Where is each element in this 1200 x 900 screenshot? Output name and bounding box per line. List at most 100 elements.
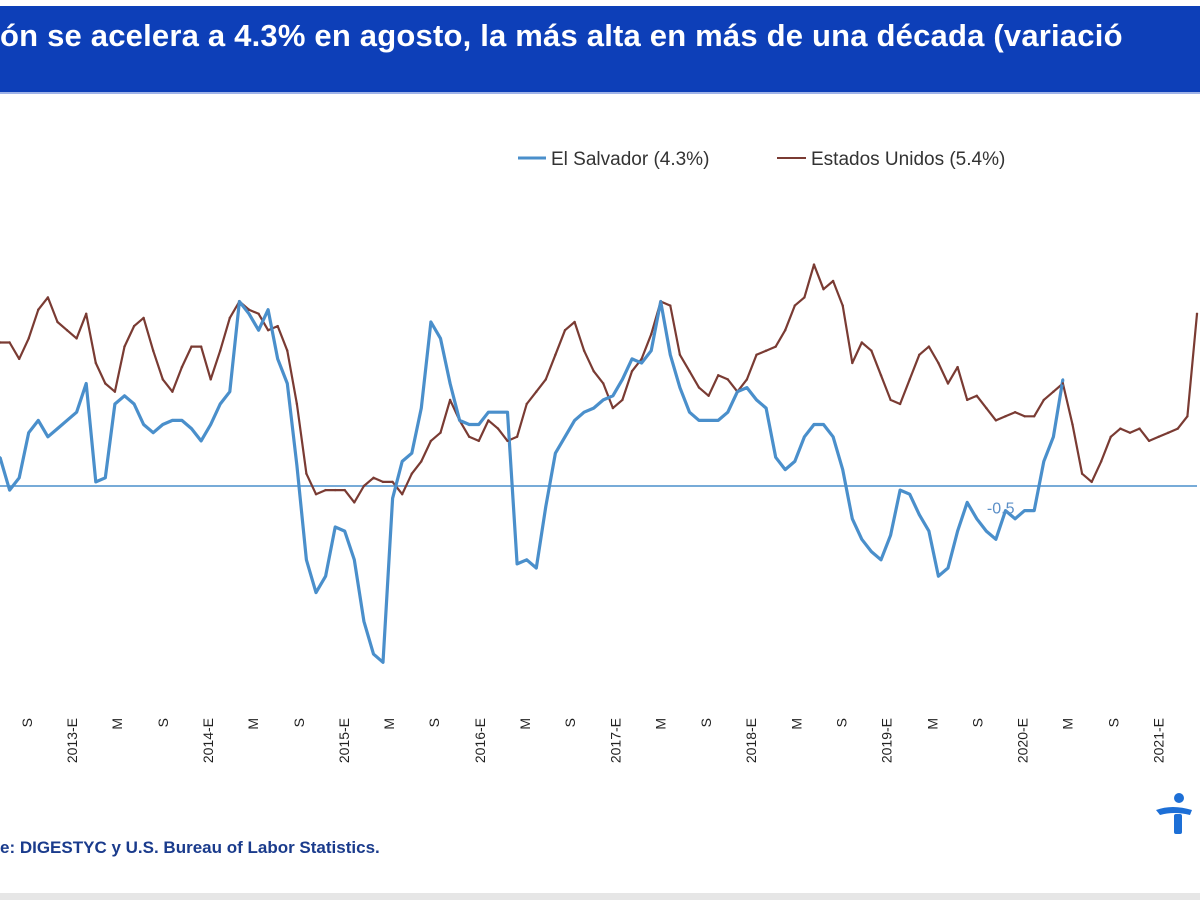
data-point-estados-unidos-115 (1100, 460, 1103, 463)
data-point-estados-unidos-8 (75, 337, 78, 340)
x-tick-label-3: S (155, 718, 171, 727)
data-point-estados-unidos-14 (132, 324, 136, 328)
data-point-estados-unidos-72 (688, 370, 691, 373)
data-point-estados-unidos-87 (831, 279, 835, 283)
data-point-estados-unidos-3 (27, 337, 30, 340)
data-point-estados-unidos-116 (1109, 435, 1113, 438)
data-point-el-salvador-13 (123, 394, 126, 397)
data-point-el-salvador-99 (946, 566, 950, 570)
x-tick-label-15: S (698, 718, 714, 727)
series-line-el-salvador (0, 299, 1065, 664)
data-point-estados-unidos-39 (372, 476, 375, 479)
data-point-el-salvador-48 (458, 419, 461, 422)
x-tick-label-6: S (291, 718, 307, 727)
annotation-0: -0.5 (987, 501, 1015, 518)
data-point-estados-unidos-17 (161, 378, 164, 381)
data-point-estados-unidos-36 (343, 488, 346, 492)
data-point-el-salvador-69 (659, 300, 662, 303)
data-point-estados-unidos-61 (582, 349, 586, 352)
data-point-el-salvador-61 (582, 411, 586, 414)
data-point-estados-unidos-5 (46, 296, 50, 299)
data-point-estados-unidos-92 (879, 374, 883, 377)
data-point-el-salvador-6 (56, 427, 59, 430)
data-point-estados-unidos-31 (295, 402, 299, 406)
data-point-estados-unidos-75 (717, 374, 720, 377)
data-point-el-salvador-28 (266, 308, 270, 311)
data-point-estados-unidos-86 (822, 288, 825, 291)
series-line-estados-unidos (0, 263, 1199, 504)
data-point-estados-unidos-91 (870, 349, 873, 352)
data-point-el-salvador-29 (276, 357, 279, 361)
data-point-estados-unidos-37 (353, 501, 356, 504)
data-point-el-salvador-107 (1023, 509, 1026, 512)
data-point-el-salvador-59 (563, 435, 567, 438)
data-point-el-salvador-21 (199, 439, 203, 443)
data-point-estados-unidos-21 (199, 345, 203, 348)
data-point-estados-unidos-104 (994, 419, 998, 422)
data-point-el-salvador-45 (429, 320, 433, 324)
data-point-el-salvador-88 (841, 468, 844, 471)
x-tick-label-11: M (517, 718, 533, 730)
data-point-estados-unidos-60 (573, 320, 576, 324)
data-point-el-salvador-63 (602, 398, 605, 402)
data-point-el-salvador-18 (171, 419, 174, 422)
x-tick-label-1: 2013-E (64, 718, 80, 763)
data-point-el-salvador-84 (803, 435, 806, 438)
data-point-el-salvador-108 (1033, 509, 1036, 512)
data-point-el-salvador-76 (726, 411, 729, 414)
data-point-el-salvador-22 (209, 423, 212, 426)
data-point-el-salvador-82 (784, 468, 787, 471)
data-point-el-salvador-72 (688, 411, 691, 414)
data-point-estados-unidos-46 (439, 431, 442, 434)
x-tick-label-2: M (109, 718, 125, 730)
data-point-estados-unidos-43 (410, 472, 413, 475)
data-point-el-salvador-51 (487, 411, 490, 414)
data-point-el-salvador-81 (774, 456, 777, 459)
data-point-el-salvador-33 (314, 591, 318, 594)
data-point-estados-unidos-109 (1042, 398, 1046, 402)
data-point-estados-unidos-1 (8, 341, 11, 344)
data-point-estados-unidos-95 (908, 378, 911, 381)
data-point-el-salvador-93 (889, 534, 892, 537)
data-point-el-salvador-77 (736, 390, 739, 393)
data-point-el-salvador-58 (554, 452, 557, 455)
data-point-el-salvador-95 (908, 493, 911, 496)
data-point-el-salvador-30 (286, 382, 289, 385)
data-point-estados-unidos-64 (611, 406, 615, 410)
data-point-estados-unidos-84 (803, 296, 806, 299)
x-tick-label-0: S (19, 718, 35, 727)
data-point-estados-unidos-30 (286, 349, 289, 352)
data-point-estados-unidos-49 (468, 435, 471, 438)
data-point-estados-unidos-22 (209, 378, 212, 381)
data-point-estados-unidos-10 (94, 361, 98, 365)
data-point-el-salvador-26 (247, 312, 251, 315)
data-point-el-salvador-40 (381, 661, 385, 664)
data-point-el-salvador-79 (755, 398, 758, 402)
data-point-el-salvador-100 (956, 529, 959, 533)
data-point-el-salvador-5 (46, 435, 50, 438)
data-point-el-salvador-75 (717, 419, 720, 422)
data-point-el-salvador-24 (228, 390, 231, 393)
annotations: -0.5 (987, 501, 1015, 518)
data-point-estados-unidos-35 (334, 488, 337, 492)
data-point-el-salvador-49 (468, 423, 471, 426)
x-tick-label-21: S (970, 718, 986, 727)
data-point-estados-unidos-24 (228, 316, 231, 320)
data-point-estados-unidos-47 (448, 398, 452, 402)
data-point-estados-unidos-101 (966, 398, 969, 402)
data-point-el-salvador-56 (535, 566, 538, 570)
data-point-estados-unidos-122 (1167, 431, 1170, 434)
data-point-estados-unidos-85 (812, 263, 816, 266)
data-point-estados-unidos-90 (860, 341, 863, 344)
data-point-estados-unidos-59 (563, 329, 567, 332)
data-point-el-salvador-83 (793, 460, 796, 463)
data-point-el-salvador-39 (372, 652, 375, 656)
data-point-el-salvador-54 (515, 562, 519, 566)
data-point-el-salvador-34 (324, 575, 327, 578)
frame-bottom-edge (0, 893, 1200, 900)
data-point-el-salvador-36 (343, 529, 346, 533)
x-tick-label-8: M (381, 718, 397, 730)
data-point-estados-unidos-98 (937, 361, 940, 365)
data-point-estados-unidos-6 (56, 320, 59, 324)
data-point-el-salvador-80 (764, 406, 768, 410)
